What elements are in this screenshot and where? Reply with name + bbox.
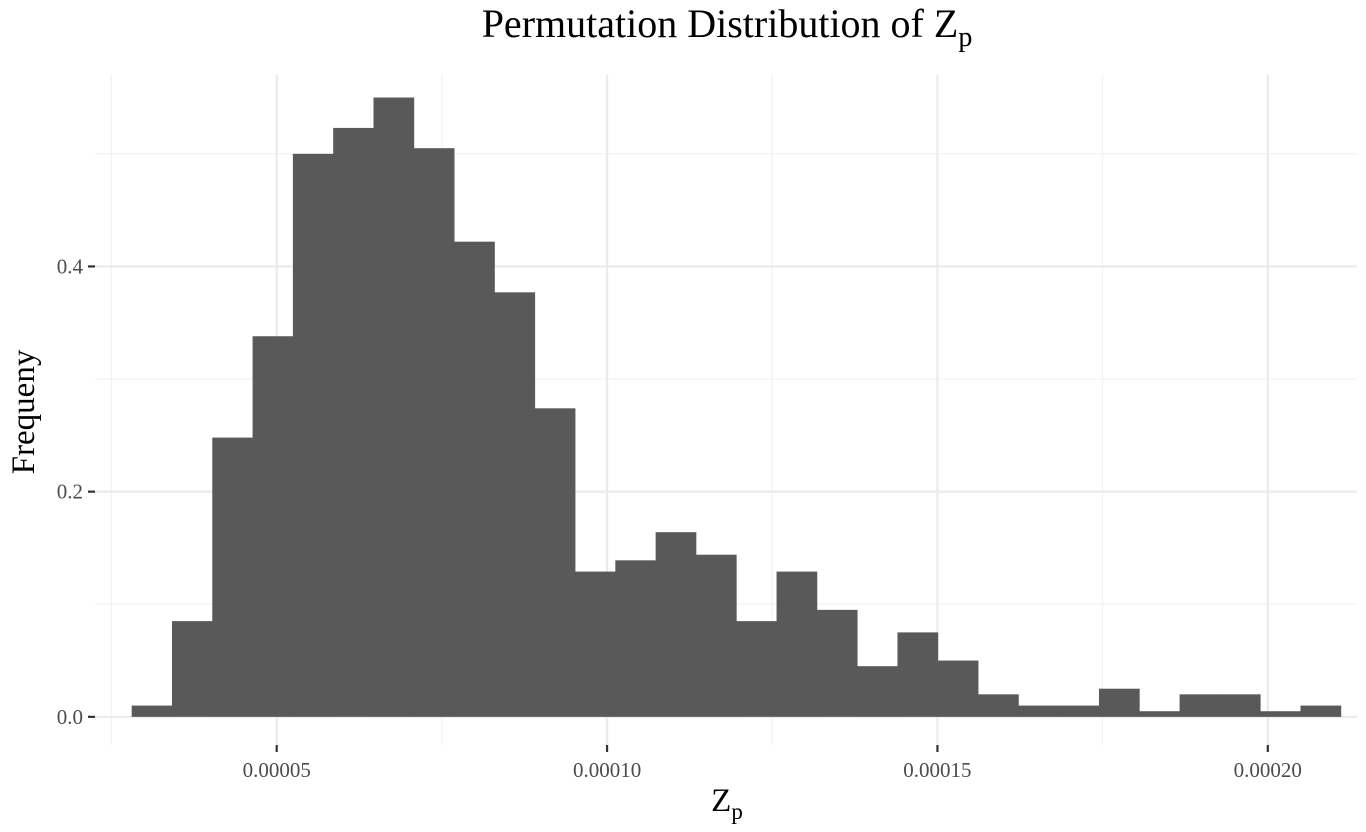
y-axis-title: Frequeny — [6, 349, 42, 474]
histogram-bar — [655, 532, 697, 717]
histogram-bar — [1098, 688, 1140, 717]
histogram-bar — [897, 632, 939, 717]
histogram-bar — [695, 554, 737, 717]
x-tick-label: 0.00020 — [1234, 758, 1302, 782]
histogram-bar — [1300, 705, 1342, 717]
histogram-bar — [776, 571, 818, 717]
x-axis-title: Zp — [711, 783, 743, 824]
x-axis-title-subscript: p — [731, 799, 743, 824]
histogram-bar — [292, 153, 334, 717]
y-tick-label: 0.2 — [57, 480, 83, 504]
chart-title: Permutation Distribution of Zp — [482, 1, 973, 53]
x-axis-title-main: Z — [711, 783, 731, 819]
x-tick-label: 0.00015 — [903, 758, 971, 782]
histogram-bar — [333, 127, 374, 717]
histogram-bar — [534, 408, 576, 717]
histogram-bar — [1018, 705, 1060, 717]
histogram-bar — [1139, 711, 1180, 717]
chart-title-subscript: p — [958, 22, 972, 53]
histogram-bar — [454, 241, 495, 717]
histogram-bar — [1179, 694, 1221, 717]
histogram-bar — [615, 560, 657, 717]
chart-title-main: Permutation Distribution of Z — [482, 1, 959, 46]
histogram-bar — [171, 621, 213, 717]
histogram-bar — [1219, 694, 1261, 717]
histogram-bar — [131, 705, 173, 717]
histogram-bar — [252, 336, 294, 717]
histogram-bars — [131, 97, 1342, 717]
histogram-bar — [1260, 711, 1301, 717]
histogram-bar — [736, 621, 777, 717]
histogram-bar — [575, 571, 616, 717]
x-tick-label: 0.00010 — [573, 758, 641, 782]
x-tick-label: 0.00005 — [243, 758, 311, 782]
y-tick-label: 0.0 — [57, 705, 83, 729]
y-axis-ticks: 0.0 0.2 0.4 — [57, 254, 95, 729]
histogram-bar — [413, 148, 455, 717]
x-axis-ticks: 0.00005 0.00010 0.00015 0.00020 — [243, 745, 1302, 782]
histogram-bar — [212, 437, 253, 717]
histogram-bar — [1058, 705, 1100, 717]
histogram-bar — [857, 666, 898, 717]
histogram-bar — [373, 97, 415, 717]
histogram-bar — [816, 609, 858, 717]
histogram-bar — [937, 660, 979, 717]
histogram-bar — [494, 292, 536, 717]
y-tick-label: 0.4 — [57, 254, 84, 278]
histogram-bar — [978, 694, 1019, 717]
